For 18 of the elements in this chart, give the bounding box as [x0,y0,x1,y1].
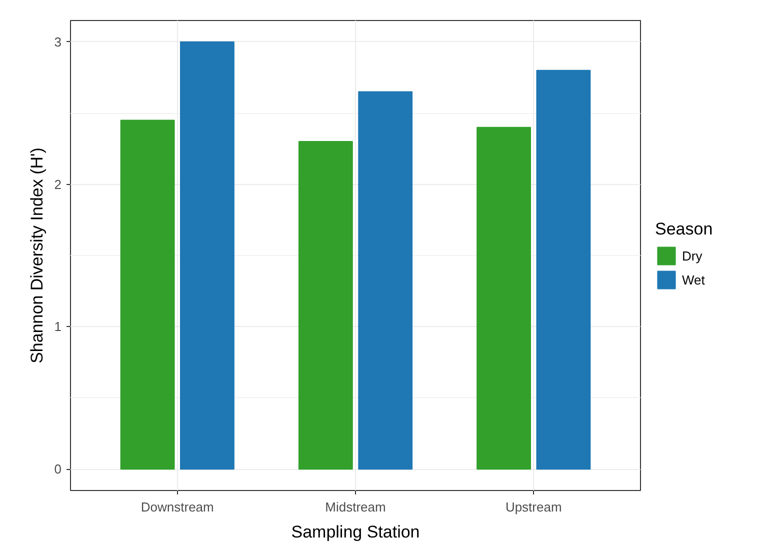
legend-label: Wet [682,272,705,287]
bar [358,91,413,470]
y-tick-label: 1 [54,319,62,334]
y-axis-title: Shannon Diversity Index (H') [27,148,46,364]
bar [120,120,175,470]
bar [476,126,532,470]
x-axis-title: Sampling Station [291,522,420,542]
legend-title: Season [655,220,713,240]
bar [180,41,234,470]
x-tick-label: Midstream [325,500,386,514]
x-tick-label: Downstream [140,500,214,514]
bar [298,141,353,470]
y-tick-label: 2 [54,176,62,192]
legend-label: Dry [682,248,702,263]
y-tick-label: 3 [54,34,62,50]
x-tick-label: Upstream [505,500,562,514]
y-tick-label: 0 [54,462,62,477]
bar [536,70,591,470]
